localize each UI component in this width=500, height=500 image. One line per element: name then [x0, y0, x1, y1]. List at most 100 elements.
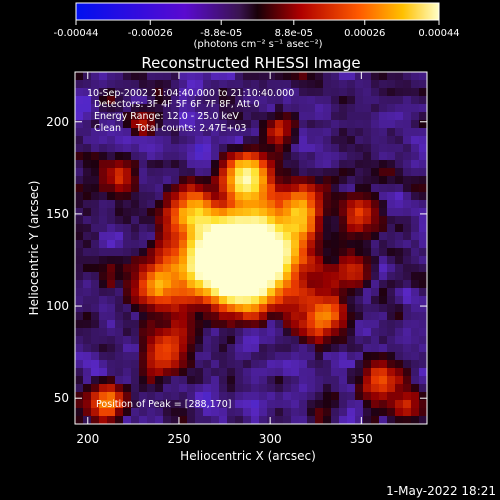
heatmap-cell: [171, 80, 180, 89]
heatmap-cell: [139, 144, 148, 153]
heatmap-cell: [251, 216, 260, 225]
heatmap-cell: [195, 232, 204, 241]
heatmap-cell: [339, 72, 348, 81]
heatmap-cell: [91, 240, 100, 249]
heatmap-cell: [411, 176, 420, 185]
heatmap-cell: [315, 264, 324, 273]
heatmap-cell: [259, 376, 268, 385]
heatmap-cell: [403, 280, 412, 289]
heatmap-cell: [299, 104, 308, 113]
heatmap-cell: [211, 152, 220, 161]
heatmap-cell: [251, 352, 260, 361]
heatmap-cell: [347, 320, 356, 329]
heatmap-cell: [179, 328, 188, 337]
heatmap-cell: [411, 280, 420, 289]
heatmap-cell: [323, 328, 332, 337]
heatmap-cell: [203, 360, 212, 369]
heatmap-cell: [211, 96, 220, 105]
heatmap-cell: [99, 296, 108, 305]
heatmap-cell: [251, 96, 260, 105]
heatmap-cell: [227, 104, 236, 113]
heatmap-cell: [123, 336, 132, 345]
heatmap-cell: [195, 408, 204, 417]
heatmap-cell: [299, 248, 308, 257]
heatmap-cell: [419, 144, 427, 153]
heatmap-cell: [243, 392, 252, 401]
heatmap-cell: [171, 232, 180, 241]
heatmap-cell: [107, 168, 116, 177]
heatmap-cell: [267, 112, 276, 121]
heatmap-cell: [227, 280, 236, 289]
heatmap-cell: [243, 232, 252, 241]
heatmap-cell: [291, 72, 300, 81]
heatmap-cell: [283, 88, 292, 97]
heatmap-cell: [323, 392, 332, 401]
heatmap-cell: [195, 416, 204, 424]
heatmap-cell: [387, 368, 396, 377]
heatmap-cell: [219, 328, 228, 337]
heatmap-cell: [179, 248, 188, 257]
heatmap-cell: [243, 368, 252, 377]
heatmap-cell: [227, 144, 236, 153]
heatmap-cell: [363, 184, 372, 193]
heatmap-cell: [299, 200, 308, 209]
heatmap-cell: [115, 88, 124, 97]
heatmap-cell: [179, 376, 188, 385]
heatmap-cell: [147, 312, 156, 321]
heatmap-cell: [379, 384, 388, 393]
heatmap-cell: [227, 168, 236, 177]
heatmap-cell: [315, 392, 324, 401]
heatmap-cell: [403, 104, 412, 113]
heatmap-cell: [123, 328, 132, 337]
heatmap-cell: [291, 408, 300, 417]
heatmap-cell: [315, 360, 324, 369]
heatmap-cell: [211, 216, 220, 225]
heatmap-cell: [131, 352, 140, 361]
heatmap-cell: [283, 72, 292, 81]
heatmap-cell: [339, 224, 348, 233]
colorbar-units-label: (photons cm⁻² s⁻¹ asec⁻²): [193, 39, 322, 50]
heatmap-cell: [195, 200, 204, 209]
heatmap-cell: [291, 360, 300, 369]
heatmap-cell: [147, 80, 156, 89]
heatmap-cell: [163, 272, 172, 281]
heatmap-cell: [411, 408, 420, 417]
heatmap-cell: [387, 136, 396, 145]
heatmap-cell: [267, 256, 276, 265]
heatmap-cell: [171, 312, 180, 321]
heatmap-cell: [107, 160, 116, 169]
heatmap-cell: [163, 344, 172, 353]
heatmap-cell: [371, 352, 380, 361]
heatmap-cell: [323, 176, 332, 185]
heatmap-cell: [139, 168, 148, 177]
heatmap-cell: [403, 184, 412, 193]
heatmap-cell: [379, 216, 388, 225]
heatmap-cell: [139, 112, 148, 121]
heatmap-cell: [395, 80, 404, 89]
heatmap-cell: [163, 184, 172, 193]
heatmap-cell: [363, 384, 372, 393]
heatmap-cell: [339, 136, 348, 145]
heatmap-cell: [315, 272, 324, 281]
heatmap-cell: [259, 176, 268, 185]
heatmap-cell: [275, 408, 284, 417]
heatmap-cell: [363, 208, 372, 217]
heatmap-cell: [211, 360, 220, 369]
heatmap-cell: [139, 192, 148, 201]
heatmap-cell: [139, 136, 148, 145]
heatmap-cell: [267, 144, 276, 153]
heatmap-cell: [123, 112, 132, 121]
heatmap-cell: [147, 240, 156, 249]
heatmap-cell: [75, 312, 84, 321]
heatmap-cell: [163, 248, 172, 257]
heatmap-cell: [299, 216, 308, 225]
heatmap-cell: [259, 232, 268, 241]
heatmap-cell: [291, 80, 300, 89]
heatmap-cell: [403, 416, 412, 424]
heatmap-cell: [91, 296, 100, 305]
heatmap-cell: [139, 400, 148, 409]
heatmap-cell: [387, 232, 396, 241]
heatmap-cell: [147, 176, 156, 185]
heatmap-cell: [91, 104, 100, 113]
heatmap-cell: [419, 240, 427, 249]
